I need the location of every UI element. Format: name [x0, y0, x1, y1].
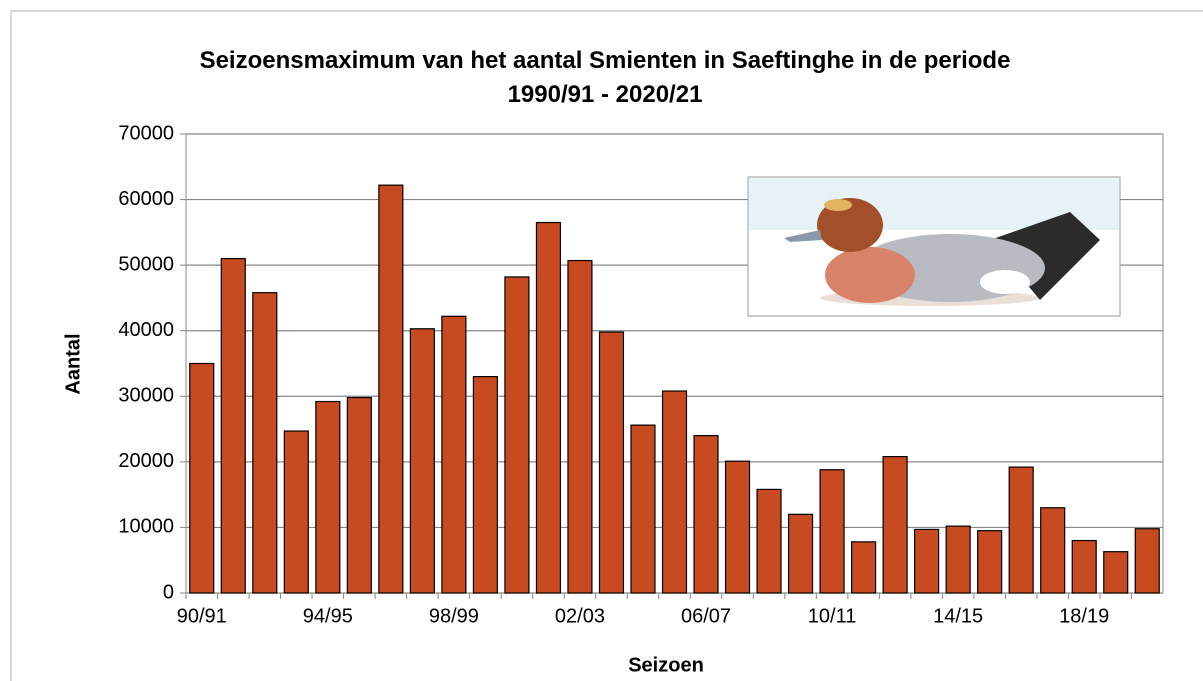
- x-tick-label: 14/15: [933, 605, 983, 627]
- bar: [599, 332, 623, 593]
- y-tick-label: 10000: [118, 516, 174, 538]
- bar: [536, 223, 560, 593]
- y-tick-label: 70000: [118, 122, 174, 144]
- bar: [347, 398, 371, 593]
- bar: [694, 436, 718, 593]
- duck-illustration: [748, 177, 1120, 316]
- bar: [820, 470, 844, 593]
- y-tick-label: 20000: [118, 450, 174, 472]
- x-tick-label: 06/07: [681, 605, 731, 627]
- bar: [789, 514, 813, 593]
- x-tick-label: 98/99: [429, 605, 479, 627]
- bar: [1009, 467, 1033, 593]
- x-tick-label: 90/91: [177, 605, 227, 627]
- bar: [505, 277, 529, 593]
- bar: [473, 377, 497, 593]
- bar: [883, 457, 907, 593]
- y-tick-label: 50000: [118, 253, 174, 275]
- y-axis-label: Aantal: [62, 333, 84, 394]
- bar: [316, 402, 340, 593]
- breast: [825, 247, 915, 303]
- bar: [663, 391, 687, 593]
- bar: [190, 364, 214, 594]
- bar: [1135, 529, 1159, 593]
- x-tick-label: 94/95: [303, 605, 353, 627]
- page: Seizoensmaximum van het aantal Smienten …: [0, 0, 1203, 681]
- bar: [1041, 508, 1065, 593]
- bar: [1104, 552, 1128, 593]
- bar: [379, 185, 403, 593]
- x-tick-label: 10/11: [808, 605, 857, 627]
- bar: [442, 316, 466, 593]
- bar: [946, 526, 970, 593]
- x-tick-label: 02/03: [555, 605, 605, 627]
- y-tick-label: 40000: [118, 319, 174, 341]
- bar: [284, 431, 308, 593]
- y-tick-label: 60000: [118, 188, 174, 210]
- chart: Seizoen Aantal 0 10000 20000 30000 40000 5000…: [0, 0, 1203, 681]
- bar: [1072, 541, 1096, 593]
- x-tick-label: 18/19: [1059, 605, 1109, 627]
- y-tick-label: 30000: [118, 385, 174, 407]
- bar: [410, 329, 434, 593]
- wing-patch: [980, 270, 1030, 294]
- x-axis-label: Seizoen: [628, 654, 704, 676]
- bar: [978, 531, 1002, 593]
- bar: [221, 259, 245, 593]
- bar: [568, 261, 592, 593]
- bar: [726, 461, 750, 593]
- bar: [757, 489, 781, 593]
- bar: [852, 542, 876, 593]
- crown: [824, 199, 852, 211]
- bar: [253, 293, 277, 593]
- y-tick-label: 0: [163, 581, 174, 603]
- bar: [631, 425, 655, 593]
- bar: [915, 529, 939, 593]
